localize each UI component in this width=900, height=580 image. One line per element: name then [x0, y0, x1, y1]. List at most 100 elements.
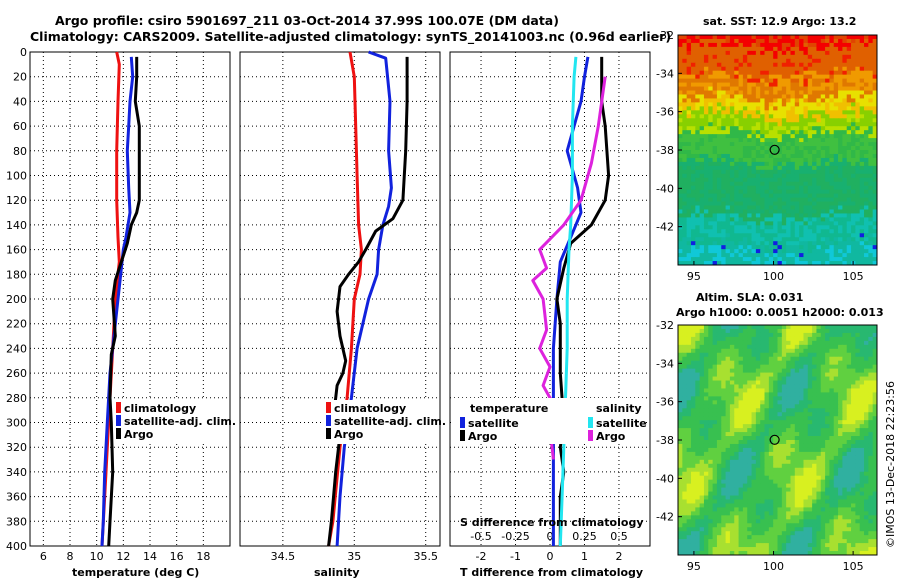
map-cell [859, 471, 865, 477]
map-cell [690, 118, 696, 123]
map-cell [729, 193, 735, 198]
map-cell [812, 499, 817, 504]
map-cell [768, 221, 774, 226]
map-cell [682, 58, 688, 64]
map-cell [682, 233, 688, 238]
y-tick-label: 120 [6, 194, 27, 207]
map-cell [751, 424, 757, 429]
map-cell [686, 233, 692, 238]
map-cell [738, 352, 744, 358]
map-cell [794, 396, 800, 401]
map-cell [708, 325, 714, 330]
map-cell [790, 237, 796, 242]
map-cell [838, 54, 843, 60]
map-cell [699, 400, 705, 405]
map-cell [855, 221, 861, 226]
map-cell [820, 54, 826, 60]
map-cell [790, 384, 796, 389]
map-cell [820, 185, 826, 191]
map-cell [864, 388, 869, 393]
map-cell [786, 376, 791, 381]
map-cell [695, 86, 701, 91]
map-cell [833, 360, 839, 366]
map-cell [695, 455, 701, 461]
map-cell [794, 388, 800, 393]
map-cell [690, 372, 696, 377]
map-cell [872, 110, 878, 115]
map-cell [868, 209, 874, 214]
map-cell [790, 173, 796, 179]
map-cell [764, 376, 770, 381]
map-cell [755, 169, 761, 175]
map-cell [712, 82, 718, 87]
map-cell [829, 70, 835, 76]
map-cell [716, 70, 722, 76]
map-cell [868, 420, 874, 425]
map-cell [838, 126, 843, 131]
map-cell [690, 352, 696, 358]
map-cell [703, 257, 709, 262]
map-cell [794, 336, 800, 342]
map-cell [686, 436, 692, 441]
map-cell [812, 495, 817, 500]
map-cell [781, 249, 787, 254]
map-cell [859, 424, 865, 429]
map-cell [829, 46, 835, 52]
map-cell [721, 253, 726, 258]
map-cell [725, 106, 731, 111]
map-cell [690, 384, 696, 389]
map-cell [690, 459, 696, 465]
map-cell [864, 332, 869, 338]
map-cell [786, 408, 791, 413]
map-cell [790, 408, 796, 413]
map-cell [803, 372, 809, 377]
map-cell [755, 42, 761, 48]
map-cell [760, 169, 765, 175]
map-cell [734, 408, 739, 413]
map-cell [734, 50, 739, 56]
map-cell [682, 440, 688, 445]
map-cell [690, 404, 696, 409]
x-tick-label: 16 [170, 550, 184, 563]
map-cell [755, 173, 761, 179]
map-cell [790, 138, 796, 143]
map-cell [851, 66, 856, 72]
map-cell [846, 428, 852, 433]
map-cell [729, 443, 735, 449]
map-cell [773, 181, 778, 187]
map-cell [812, 197, 817, 202]
map-cell [846, 479, 852, 485]
map-cell [686, 372, 692, 377]
map-cell [708, 237, 714, 242]
map-cell [721, 384, 726, 389]
map-cell [829, 157, 835, 163]
map-cell [682, 459, 688, 465]
map-cell [786, 507, 791, 512]
map-cell [678, 205, 683, 210]
map-cell [781, 336, 787, 342]
map-cell [734, 356, 739, 362]
map-cell [799, 416, 804, 421]
map-cell [768, 328, 774, 334]
map-cell [738, 471, 744, 477]
map-cell [816, 340, 822, 346]
map-cell [773, 177, 778, 183]
map-cell [721, 364, 726, 370]
map-cell [812, 233, 817, 238]
map-cell [859, 153, 865, 159]
map-cell [768, 54, 774, 60]
map-cell [751, 46, 757, 52]
map-cell [820, 376, 826, 381]
map-cell [755, 495, 761, 500]
map-cell [760, 261, 765, 266]
map-cell [777, 384, 783, 389]
map-cell [868, 424, 874, 429]
map-cell [781, 153, 787, 159]
map-cell [699, 82, 705, 87]
map-cell [855, 185, 861, 191]
map-cell [751, 130, 757, 135]
map-cell [708, 495, 714, 500]
map-cell [833, 169, 839, 175]
map-cell [838, 400, 843, 405]
map-cell [678, 82, 683, 87]
